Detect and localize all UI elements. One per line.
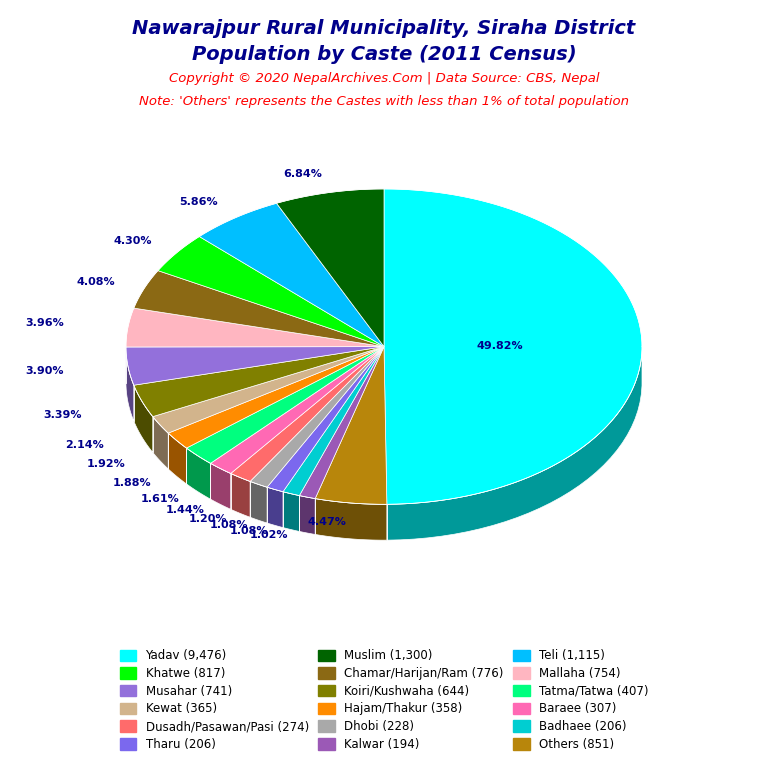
Polygon shape: [267, 346, 384, 492]
Polygon shape: [384, 189, 642, 505]
Polygon shape: [134, 346, 384, 416]
Polygon shape: [158, 237, 384, 346]
Text: 5.86%: 5.86%: [179, 197, 217, 207]
Text: 1.02%: 1.02%: [250, 530, 288, 540]
Text: 4.47%: 4.47%: [308, 517, 346, 527]
Polygon shape: [126, 308, 384, 347]
Polygon shape: [210, 463, 230, 509]
Polygon shape: [187, 346, 384, 463]
Polygon shape: [153, 416, 168, 469]
Polygon shape: [168, 433, 187, 484]
Text: 3.39%: 3.39%: [43, 410, 81, 420]
Polygon shape: [283, 492, 300, 531]
Polygon shape: [250, 346, 384, 487]
Text: Nawarajpur Rural Municipality, Siraha District: Nawarajpur Rural Municipality, Siraha Di…: [132, 19, 636, 38]
Text: Copyright © 2020 NepalArchives.Com | Data Source: CBS, Nepal: Copyright © 2020 NepalArchives.Com | Dat…: [169, 72, 599, 85]
Text: 49.82%: 49.82%: [477, 341, 524, 351]
Polygon shape: [134, 270, 384, 346]
Text: 2.14%: 2.14%: [65, 439, 104, 449]
Polygon shape: [276, 189, 384, 346]
Text: 1.61%: 1.61%: [141, 494, 180, 504]
Text: Population by Caste (2011 Census): Population by Caste (2011 Census): [192, 45, 576, 64]
Polygon shape: [210, 346, 384, 474]
Polygon shape: [250, 482, 267, 523]
Polygon shape: [230, 346, 384, 482]
Polygon shape: [199, 204, 384, 346]
Polygon shape: [168, 346, 384, 448]
Text: 4.30%: 4.30%: [114, 237, 152, 247]
Text: 3.96%: 3.96%: [25, 318, 64, 328]
Polygon shape: [315, 346, 387, 505]
Text: 1.20%: 1.20%: [189, 514, 227, 524]
Legend: Yadav (9,476), Khatwe (817), Musahar (741), Kewat (365), Dusadh/Pasawan/Pasi (27: Yadav (9,476), Khatwe (817), Musahar (74…: [116, 646, 652, 754]
Text: 1.88%: 1.88%: [113, 478, 151, 488]
Polygon shape: [387, 350, 642, 540]
Polygon shape: [230, 474, 250, 518]
Polygon shape: [300, 495, 315, 535]
Text: 4.08%: 4.08%: [77, 277, 115, 287]
Text: 1.92%: 1.92%: [87, 459, 125, 469]
Text: 1.44%: 1.44%: [165, 505, 204, 515]
Polygon shape: [153, 346, 384, 433]
Polygon shape: [283, 346, 384, 495]
Text: 1.08%: 1.08%: [209, 520, 248, 530]
Polygon shape: [187, 448, 210, 499]
Polygon shape: [315, 498, 387, 540]
Polygon shape: [126, 346, 384, 386]
Text: Note: 'Others' represents the Castes with less than 1% of total population: Note: 'Others' represents the Castes wit…: [139, 95, 629, 108]
Text: 6.84%: 6.84%: [283, 169, 323, 179]
Text: 1.08%: 1.08%: [230, 525, 268, 535]
Polygon shape: [134, 386, 153, 452]
Polygon shape: [126, 347, 134, 421]
Text: 3.90%: 3.90%: [25, 366, 64, 376]
Polygon shape: [300, 346, 384, 498]
Polygon shape: [267, 487, 283, 528]
